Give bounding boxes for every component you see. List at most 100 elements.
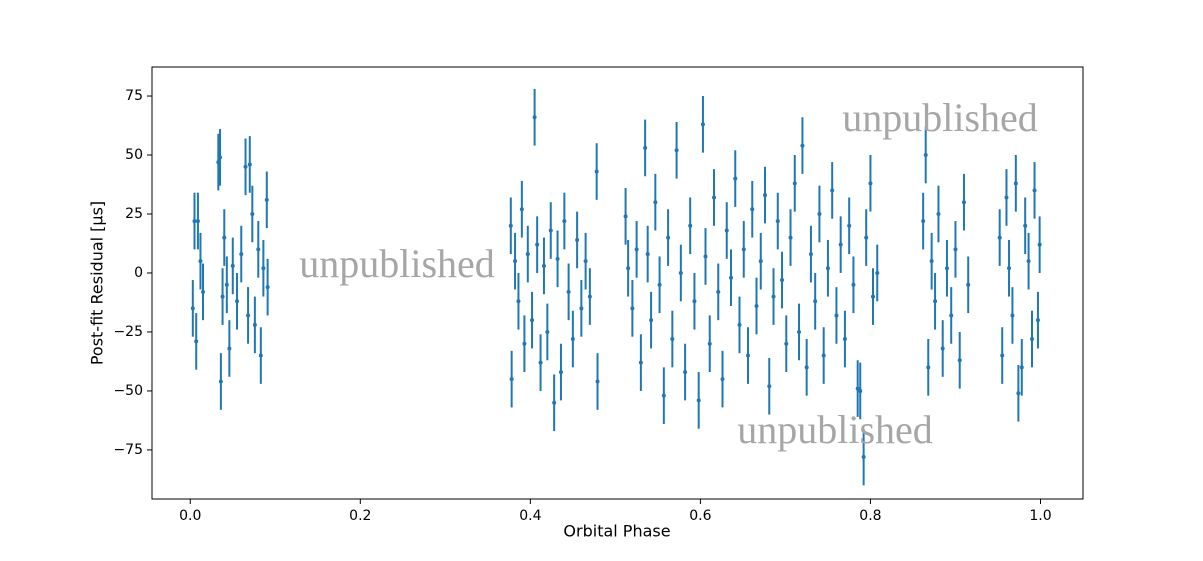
data-point — [923, 153, 928, 158]
data-point — [1029, 337, 1034, 342]
data-point — [926, 365, 931, 370]
data-point — [741, 247, 746, 252]
data-point — [758, 259, 763, 264]
data-point — [754, 304, 759, 309]
data-point — [851, 282, 856, 287]
data-point — [541, 263, 546, 268]
data-point — [861, 455, 866, 460]
data-point — [653, 200, 658, 205]
data-point — [784, 341, 789, 346]
y-tick-label: −75 — [113, 442, 143, 458]
data-point — [707, 341, 712, 346]
data-point — [516, 299, 521, 304]
data-point — [804, 365, 809, 370]
data-point — [797, 329, 802, 334]
data-point — [583, 259, 588, 264]
data-point — [538, 360, 543, 365]
data-point — [230, 263, 235, 268]
data-point — [555, 256, 560, 261]
data-point — [763, 193, 768, 198]
data-point — [716, 289, 721, 294]
data-point — [1007, 266, 1012, 271]
data-point — [595, 379, 600, 384]
data-point — [1000, 353, 1005, 358]
data-point — [256, 247, 261, 252]
data-point — [261, 266, 266, 271]
data-point — [195, 219, 200, 224]
data-point — [235, 299, 240, 304]
data-point — [247, 162, 252, 167]
data-point — [513, 259, 518, 264]
data-point — [746, 353, 751, 358]
data-point — [1032, 188, 1037, 193]
data-point — [535, 242, 540, 247]
data-point — [562, 219, 567, 224]
data-point — [566, 289, 571, 294]
data-point — [949, 313, 954, 318]
data-point — [750, 207, 755, 212]
data-point — [1013, 181, 1018, 186]
data-point — [724, 228, 729, 233]
data-point — [864, 235, 869, 240]
data-point — [775, 219, 780, 224]
x-tick-label: 0.8 — [859, 508, 881, 524]
data-point — [587, 294, 592, 299]
x-axis-label: Orbital Phase — [563, 522, 670, 541]
data-point — [218, 379, 223, 384]
data-point — [957, 358, 962, 363]
data-point — [634, 247, 639, 252]
x-tick-label: 0.4 — [519, 508, 541, 524]
data-point — [720, 377, 725, 382]
data-point — [688, 223, 693, 228]
data-point — [519, 207, 524, 212]
watermark: unpublished — [737, 407, 933, 452]
data-point — [626, 266, 631, 271]
data-point — [830, 188, 835, 193]
y-tick-label: −50 — [113, 383, 143, 399]
y-axis-label: Post-fit Residual [μs] — [88, 201, 107, 365]
data-point — [239, 252, 244, 257]
data-point — [265, 285, 270, 290]
data-point — [712, 195, 717, 200]
data-point — [703, 254, 708, 259]
watermark: unpublished — [842, 95, 1038, 140]
data-point — [813, 299, 818, 304]
data-point — [666, 235, 671, 240]
data-point — [222, 235, 227, 240]
data-point — [961, 200, 966, 205]
y-tick-label: −25 — [113, 324, 143, 340]
data-point — [855, 386, 860, 391]
data-point — [678, 270, 683, 275]
data-point — [966, 282, 971, 287]
data-point — [700, 122, 705, 127]
data-point — [868, 181, 873, 186]
data-point — [875, 270, 880, 275]
data-point — [940, 346, 945, 351]
data-point — [771, 294, 776, 299]
data-point — [246, 313, 251, 318]
data-point — [921, 219, 926, 224]
data-point — [842, 337, 847, 342]
data-point — [258, 353, 263, 358]
data-point — [825, 266, 830, 271]
data-point — [670, 337, 675, 342]
data-point — [674, 148, 679, 153]
data-point — [525, 252, 530, 257]
data-point — [509, 377, 514, 382]
data-point — [858, 388, 863, 393]
data-point — [638, 360, 643, 365]
data-point — [834, 313, 839, 318]
data-point — [808, 252, 813, 257]
data-point — [838, 242, 843, 247]
x-tick-label: 0.2 — [349, 508, 371, 524]
data-point — [250, 211, 255, 216]
data-point — [929, 259, 934, 264]
data-point — [594, 169, 599, 174]
data-point — [661, 393, 666, 398]
y-tick-label: 50 — [125, 147, 143, 163]
data-point — [532, 115, 537, 120]
data-point — [201, 289, 206, 294]
y-tick-label: 0 — [134, 265, 143, 281]
data-point — [997, 235, 1002, 240]
